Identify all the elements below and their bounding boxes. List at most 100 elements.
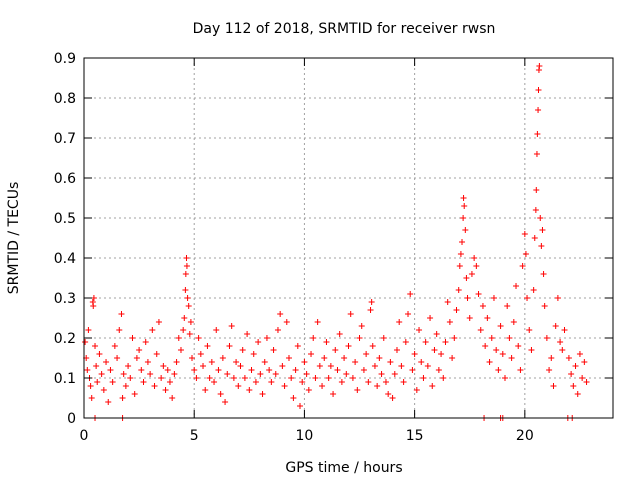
data-point bbox=[411, 351, 418, 357]
data-point bbox=[323, 339, 330, 345]
data-point bbox=[257, 371, 264, 377]
data-point bbox=[482, 343, 489, 349]
data-point bbox=[237, 363, 244, 369]
data-point bbox=[191, 367, 198, 373]
data-point bbox=[228, 323, 235, 329]
data-point bbox=[368, 299, 375, 305]
data-point bbox=[535, 107, 542, 113]
data-point bbox=[385, 391, 392, 397]
data-point bbox=[213, 327, 220, 333]
data-point bbox=[510, 319, 517, 325]
data-point bbox=[420, 375, 427, 381]
data-point bbox=[568, 371, 575, 377]
data-point bbox=[217, 391, 224, 397]
data-point bbox=[565, 355, 572, 361]
data-point bbox=[114, 355, 121, 361]
data-point bbox=[327, 363, 334, 369]
x-tick-label: 15 bbox=[406, 428, 424, 444]
data-point bbox=[268, 379, 275, 385]
x-axis-label: GPS time / hours bbox=[285, 460, 402, 476]
data-point bbox=[250, 351, 257, 357]
data-point bbox=[138, 367, 145, 373]
data-point bbox=[424, 363, 431, 369]
data-point bbox=[576, 351, 583, 357]
data-point bbox=[109, 379, 116, 385]
data-point bbox=[183, 263, 190, 269]
data-point bbox=[338, 379, 345, 385]
data-point bbox=[215, 367, 222, 373]
data-point bbox=[285, 355, 292, 361]
data-point bbox=[405, 311, 412, 317]
data-point bbox=[517, 367, 524, 373]
data-point bbox=[255, 339, 262, 345]
data-point bbox=[107, 367, 114, 373]
data-point bbox=[382, 379, 389, 385]
data-point bbox=[183, 255, 190, 261]
y-tick-label: 0.3 bbox=[54, 291, 76, 307]
data-point bbox=[294, 343, 301, 349]
data-point bbox=[222, 399, 229, 405]
data-point bbox=[149, 327, 156, 333]
data-point bbox=[100, 387, 107, 393]
data-point bbox=[175, 335, 182, 341]
data-point bbox=[497, 323, 504, 329]
data-point bbox=[418, 359, 425, 365]
data-point bbox=[446, 319, 453, 325]
data-point bbox=[334, 367, 341, 373]
data-point bbox=[455, 287, 462, 293]
data-point bbox=[431, 347, 438, 353]
data-point bbox=[369, 343, 376, 349]
data-point bbox=[292, 367, 299, 373]
data-point bbox=[105, 399, 112, 405]
data-point bbox=[319, 383, 326, 389]
data-point bbox=[583, 379, 590, 385]
data-point bbox=[208, 359, 215, 365]
data-point bbox=[155, 319, 162, 325]
data-point bbox=[380, 335, 387, 341]
data-point bbox=[389, 395, 396, 401]
data-point bbox=[116, 327, 123, 333]
x-tick-label: 0 bbox=[80, 428, 89, 444]
data-point bbox=[574, 391, 581, 397]
data-point bbox=[180, 327, 187, 333]
data-point bbox=[241, 375, 248, 381]
data-point bbox=[493, 347, 500, 353]
data-point bbox=[407, 291, 414, 297]
data-point bbox=[283, 319, 290, 325]
y-tick-label: 0.6 bbox=[54, 171, 76, 187]
data-point bbox=[177, 347, 184, 353]
data-point bbox=[87, 383, 94, 389]
data-point bbox=[499, 351, 506, 357]
data-point bbox=[433, 331, 440, 337]
y-tick-label: 0.4 bbox=[54, 251, 76, 267]
data-point bbox=[444, 299, 451, 305]
data-point bbox=[189, 355, 196, 361]
data-point bbox=[185, 303, 192, 309]
data-point bbox=[453, 307, 460, 313]
data-point bbox=[321, 355, 328, 361]
data-point bbox=[546, 367, 553, 373]
y-tick-label: 0.7 bbox=[54, 131, 76, 147]
data-point bbox=[409, 367, 416, 373]
data-point bbox=[557, 339, 564, 345]
data-point bbox=[471, 255, 478, 261]
data-point bbox=[559, 347, 566, 353]
data-point bbox=[402, 339, 409, 345]
x-tick-label: 5 bbox=[190, 428, 199, 444]
data-point bbox=[532, 207, 539, 213]
data-point bbox=[352, 359, 359, 365]
data-point bbox=[550, 383, 557, 389]
data-point bbox=[528, 347, 535, 353]
data-point bbox=[246, 387, 253, 393]
data-point bbox=[579, 375, 586, 381]
data-point bbox=[462, 227, 469, 233]
data-point bbox=[538, 243, 545, 249]
data-point bbox=[451, 335, 458, 341]
data-point bbox=[314, 319, 321, 325]
data-point bbox=[537, 215, 544, 221]
data-point bbox=[181, 315, 188, 321]
data-point bbox=[281, 383, 288, 389]
data-point bbox=[244, 331, 251, 337]
data-point bbox=[440, 375, 447, 381]
